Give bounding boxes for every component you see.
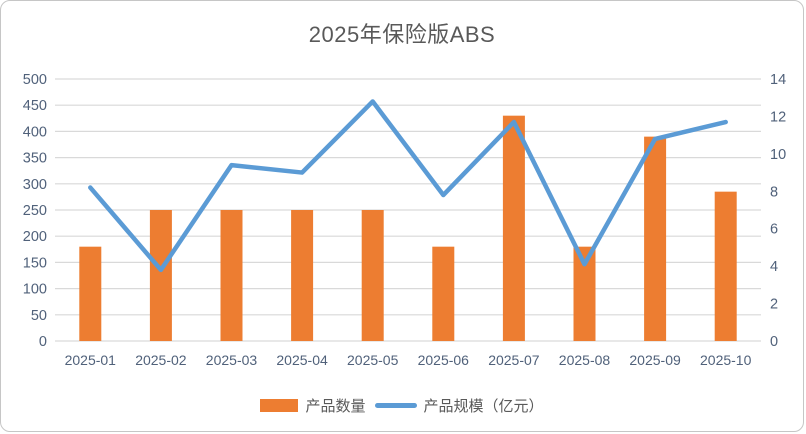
y-axis-right-tick-label: 0: [770, 334, 778, 350]
y-axis-right-tick-label: 8: [770, 184, 778, 200]
bar: [644, 136, 667, 341]
y-axis-left-tick-label: 450: [23, 98, 47, 114]
legend-label-line-series: 产品规模（亿元）: [423, 397, 544, 415]
bar: [432, 246, 455, 341]
y-axis-right-tick-label: 10: [770, 147, 786, 163]
bar: [220, 210, 243, 341]
bar-series-swatch-icon: [260, 398, 299, 412]
y-axis-left-tick-label: 0: [39, 334, 47, 350]
bar: [79, 246, 102, 341]
legend-item-bar-series: 产品数量: [260, 395, 366, 416]
y-axis-left-tick-label: 250: [23, 203, 47, 219]
x-axis-category-label: 2025-05: [347, 352, 399, 368]
line-series: [88, 99, 728, 273]
x-axis-category-label: 2025-03: [206, 352, 258, 368]
x-axis-category-label: 2025-04: [276, 352, 328, 368]
bar: [502, 115, 525, 342]
x-axis-category-label: 2025-06: [418, 352, 470, 368]
bar: [149, 210, 172, 341]
y-axis-left-tick-label: 350: [23, 151, 47, 167]
y-axis-left-tick-label: 300: [23, 177, 47, 193]
legend-label-bar-series: 产品数量: [305, 397, 366, 415]
chart-title: 2025年保险版ABS: [308, 22, 496, 47]
legend: 产品数量 产品规模（亿元）: [1, 391, 803, 419]
y-axis-right-tick-label: 4: [770, 259, 778, 275]
bar: [291, 210, 314, 341]
bar: [714, 191, 737, 341]
y-axis-left-tick-label: 150: [23, 255, 47, 271]
y-axis-left-tick-label: 50: [31, 308, 47, 324]
x-axis-category-label: 2025-07: [488, 352, 540, 368]
x-axis-category-label: 2025-08: [559, 352, 611, 368]
x-axis-category-label: 2025-01: [65, 352, 117, 368]
x-axis-category-label: 2025-09: [629, 352, 681, 368]
legend-item-line-series: 产品规模（亿元）: [374, 395, 544, 416]
y-axis-left-tick-label: 200: [23, 229, 47, 245]
y-axis-left-tick-label: 100: [23, 282, 47, 298]
bar: [361, 210, 384, 341]
y-axis-right-tick-label: 12: [770, 109, 786, 125]
x-axis-category-label: 2025-02: [135, 352, 187, 368]
y-axis-left-tick-label: 400: [23, 124, 47, 140]
bar: [573, 246, 596, 341]
line-series-swatch-icon: [374, 402, 417, 408]
y-axis-right-tick-label: 14: [770, 72, 786, 88]
y-axis-right-tick-label: 2: [770, 297, 778, 313]
y-axis-left-tick-label: 500: [23, 72, 47, 88]
x-axis-category-label: 2025-10: [700, 352, 752, 368]
y-axis-right-tick-label: 6: [770, 222, 778, 238]
